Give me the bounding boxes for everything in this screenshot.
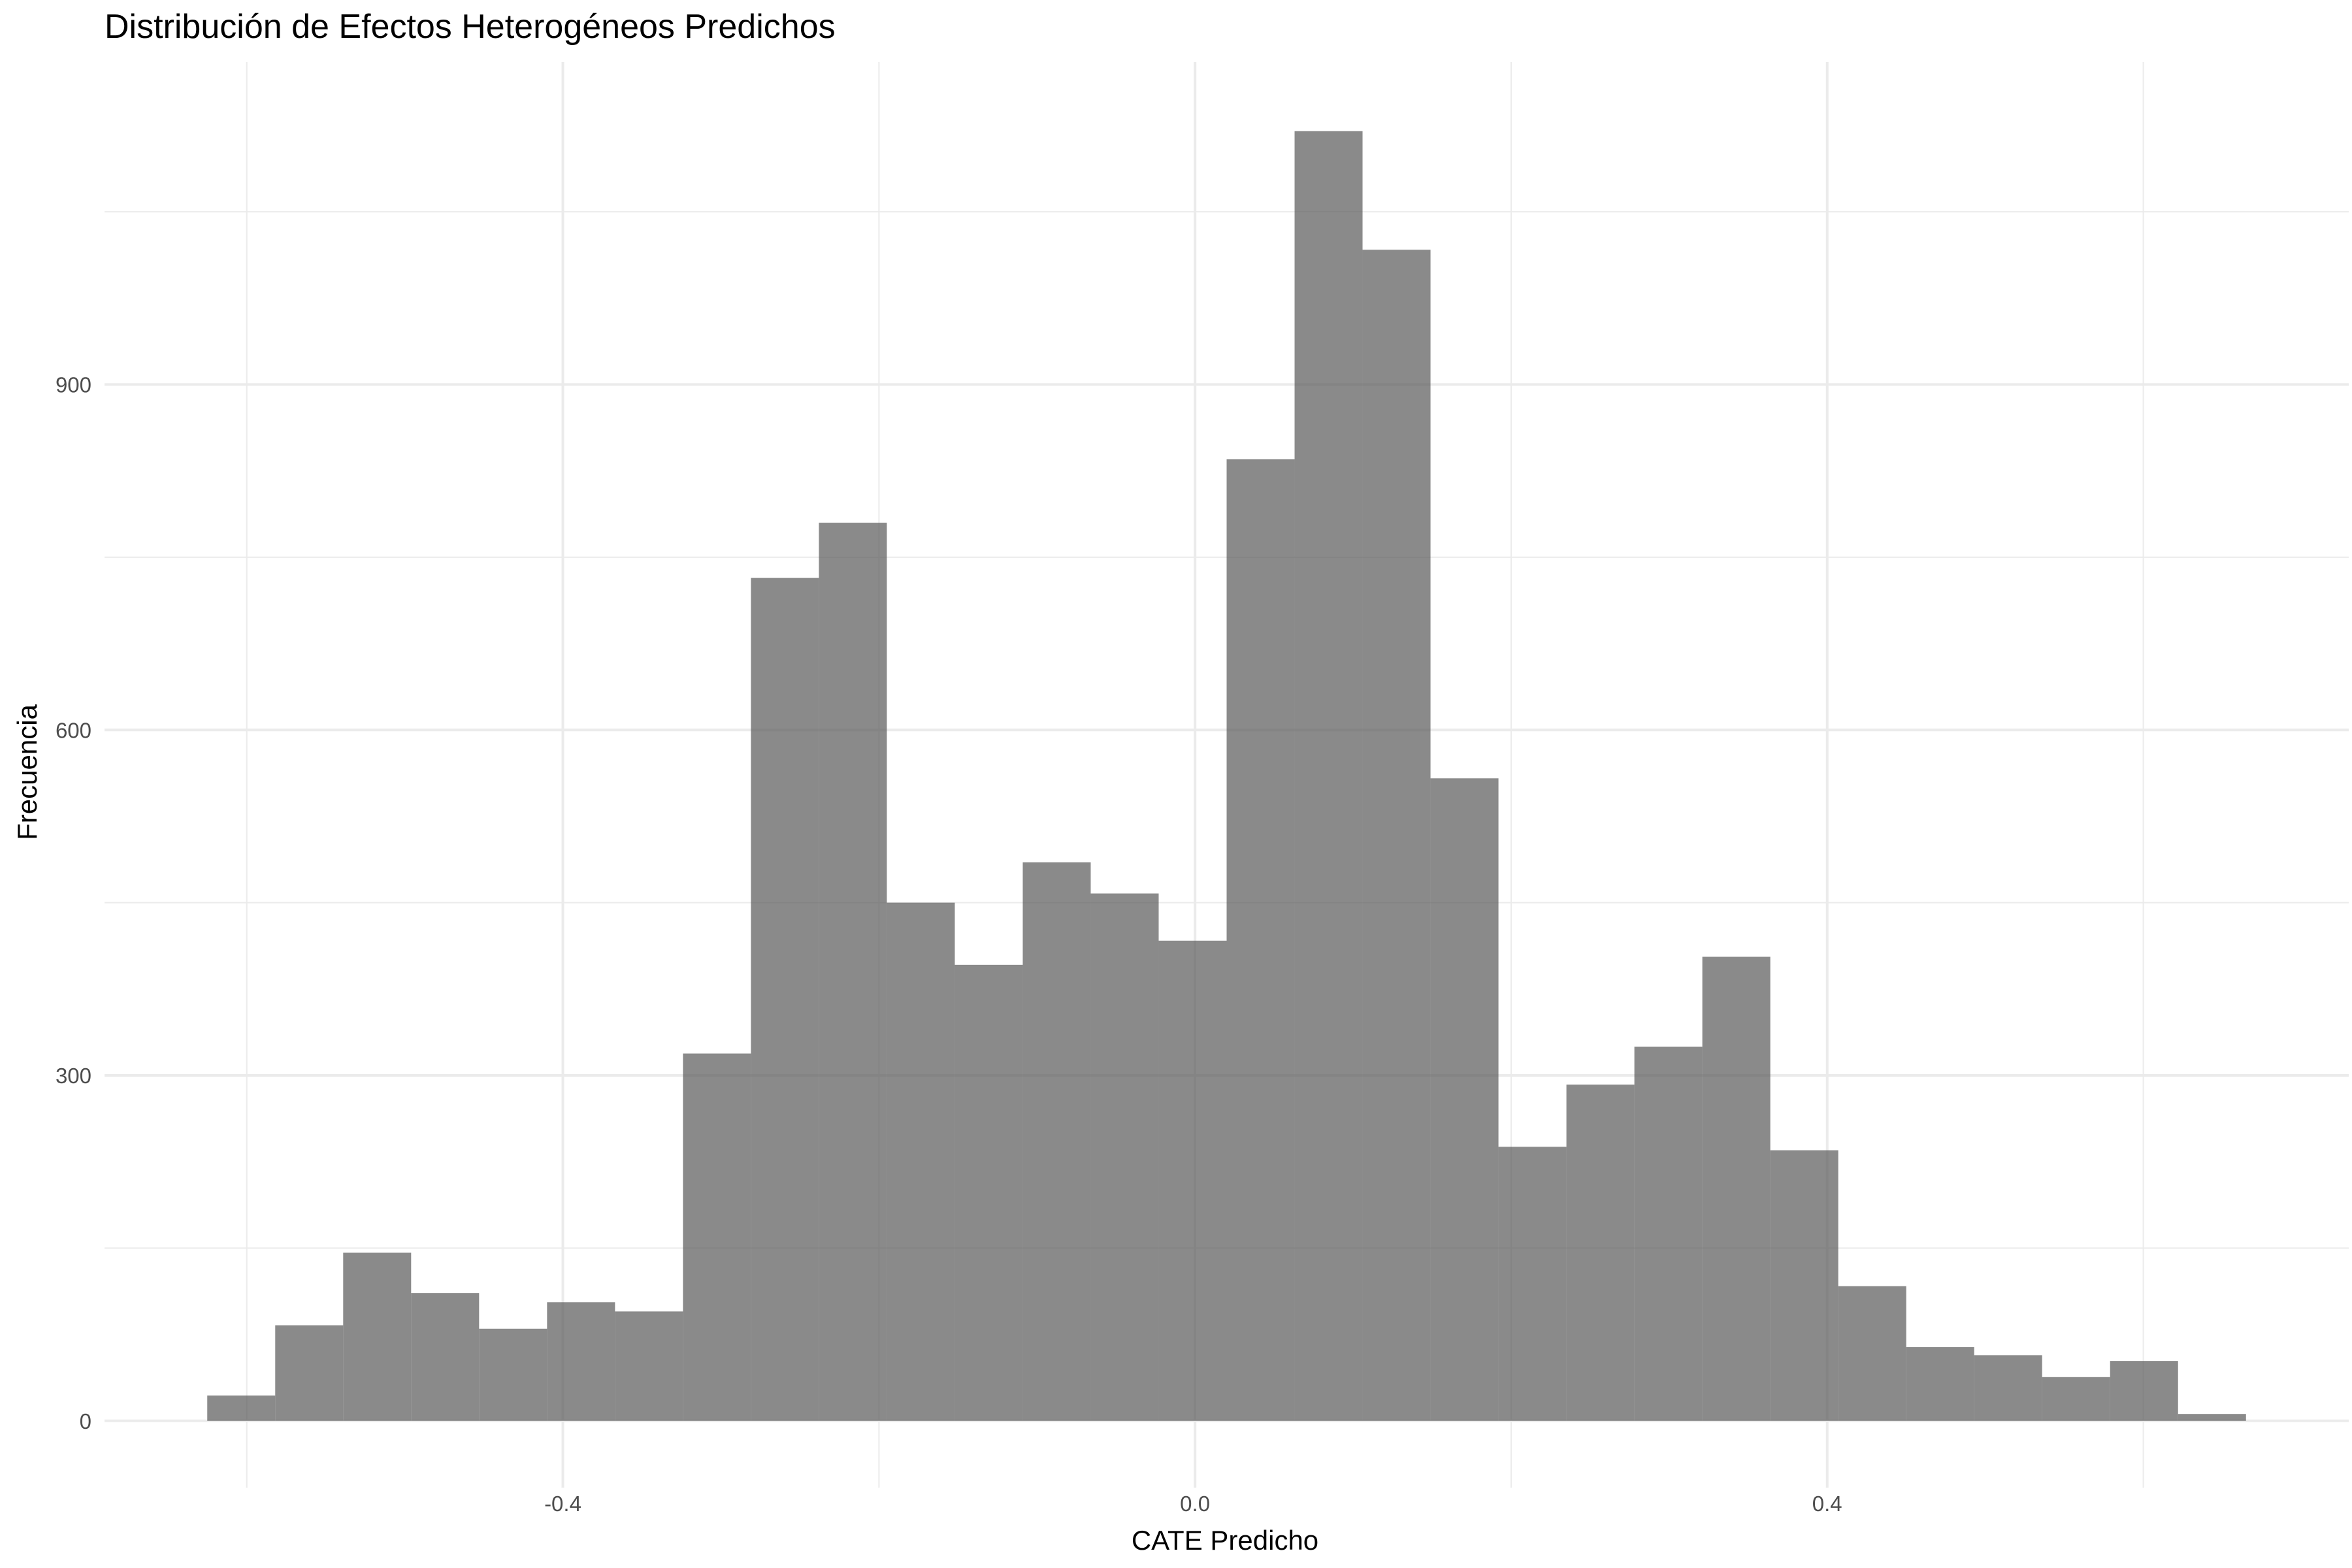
histogram-bars <box>207 131 2246 1421</box>
histogram-bar-18 <box>1430 778 1499 1421</box>
histogram-bar-11 <box>955 964 1023 1421</box>
histogram-bar-12 <box>1022 862 1091 1421</box>
histogram-bar-16 <box>1294 131 1363 1421</box>
y-axis-title: Frecuencia <box>12 704 42 840</box>
histogram-bar-15 <box>1226 459 1295 1421</box>
y-axis-tick-labels: 0 300 600 900 <box>56 373 91 1433</box>
histogram-bar-24 <box>1838 1286 1906 1421</box>
histogram-bar-10 <box>887 902 955 1421</box>
histogram-bar-20 <box>1566 1085 1635 1421</box>
histogram-bar-2 <box>343 1252 412 1421</box>
x-tick-label-1: 0.0 <box>1180 1492 1210 1516</box>
x-axis-title: CATE Predicho <box>1132 1525 1318 1556</box>
histogram-bar-6 <box>615 1311 683 1421</box>
histogram-bar-9 <box>819 523 887 1421</box>
y-tick-label-2: 600 <box>56 718 91 742</box>
histogram-bar-23 <box>1770 1150 1838 1421</box>
y-tick-label-0: 0 <box>80 1409 91 1433</box>
histogram-bar-25 <box>1906 1347 1974 1421</box>
histogram-bar-7 <box>683 1053 751 1421</box>
chart-title: Distribución de Efectos Heterogéneos Pre… <box>105 8 836 46</box>
histogram-bar-4 <box>479 1328 547 1421</box>
histogram-bar-26 <box>1974 1355 2042 1421</box>
histogram-bar-13 <box>1090 893 1159 1421</box>
y-tick-label-1: 300 <box>56 1064 91 1088</box>
histogram-bar-3 <box>411 1293 480 1421</box>
histogram-bar-5 <box>547 1302 615 1421</box>
histogram-bar-19 <box>1498 1147 1567 1421</box>
x-tick-label-2: 0.4 <box>1812 1492 1842 1516</box>
histogram-bar-27 <box>2042 1377 2110 1421</box>
histogram-bar-14 <box>1158 940 1227 1421</box>
x-axis-tick-labels: -0.4 0.0 0.4 <box>544 1492 1842 1516</box>
histogram-bar-8 <box>751 578 819 1421</box>
histogram-bar-21 <box>1634 1046 1703 1421</box>
histogram-bar-0 <box>207 1395 276 1421</box>
histogram-bar-28 <box>2110 1361 2178 1421</box>
histogram-bar-1 <box>275 1325 344 1421</box>
y-tick-label-3: 900 <box>56 373 91 397</box>
histogram-bar-17 <box>1362 250 1431 1421</box>
x-tick-label-0: -0.4 <box>544 1492 581 1516</box>
histogram-bar-29 <box>2178 1414 2246 1421</box>
histogram-bar-22 <box>1702 956 1771 1421</box>
